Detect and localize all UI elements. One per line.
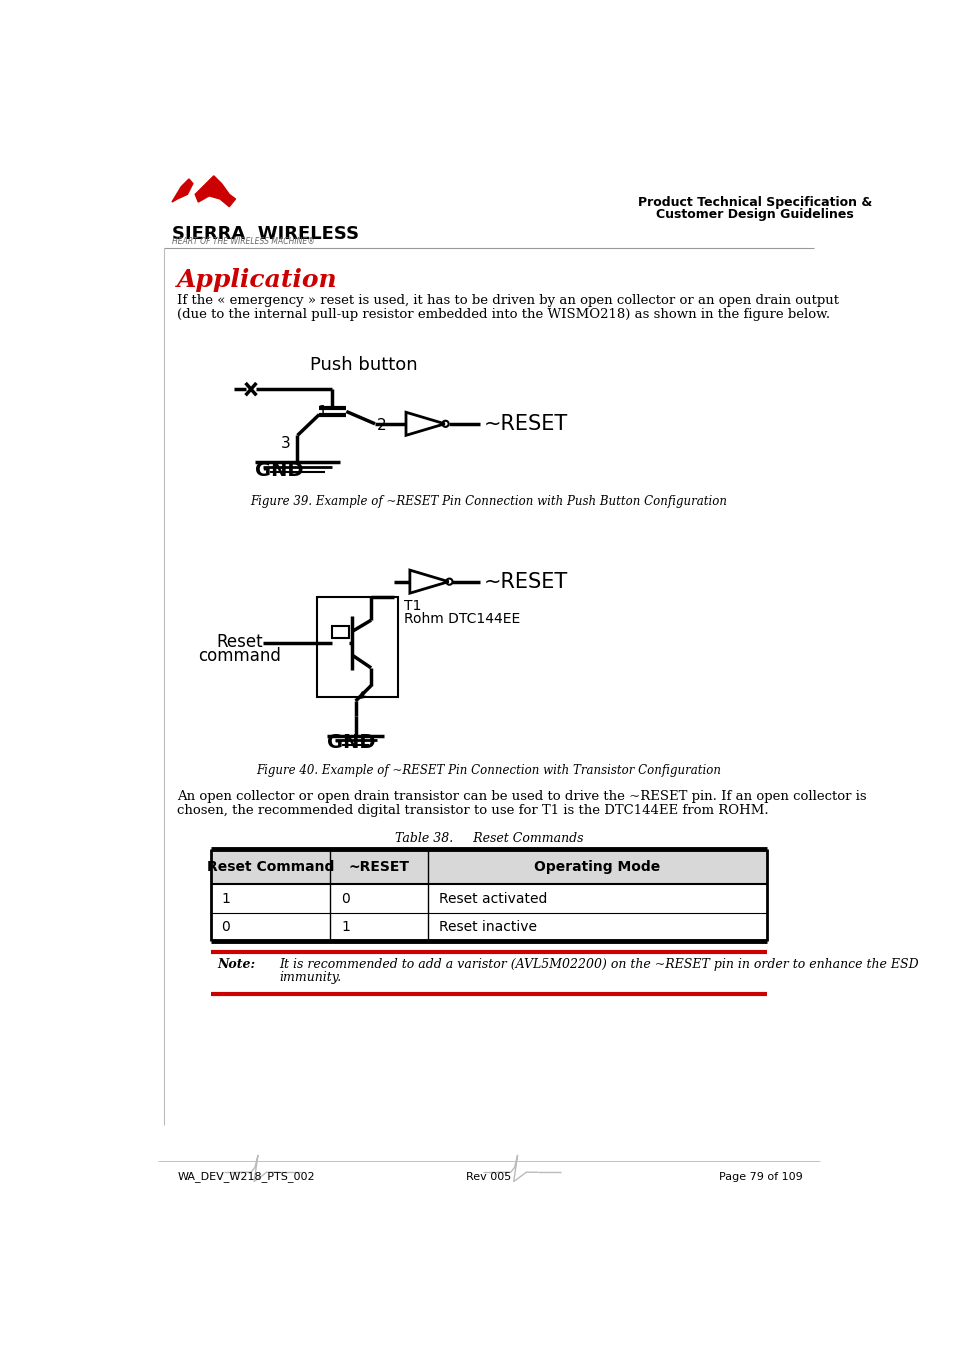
Text: GND: GND bbox=[327, 733, 375, 752]
Text: 0: 0 bbox=[221, 919, 230, 934]
Text: Operating Mode: Operating Mode bbox=[534, 860, 659, 873]
Text: ~RESET: ~RESET bbox=[483, 414, 567, 433]
Text: If the « emergency » reset is used, it has to be driven by an open collector or : If the « emergency » reset is used, it h… bbox=[177, 294, 839, 308]
Bar bbox=[211, 849, 766, 884]
Text: SIERRA  WIRELESS: SIERRA WIRELESS bbox=[172, 225, 358, 243]
Text: 1: 1 bbox=[341, 919, 350, 934]
Text: Reset: Reset bbox=[215, 633, 262, 651]
Text: GND: GND bbox=[254, 460, 303, 479]
Text: 3: 3 bbox=[281, 436, 291, 451]
Text: Product Technical Specification &: Product Technical Specification & bbox=[637, 196, 871, 208]
Text: ~RESET: ~RESET bbox=[348, 860, 409, 873]
Text: 1: 1 bbox=[221, 891, 231, 906]
Text: ~RESET: ~RESET bbox=[483, 571, 567, 591]
Text: Push button: Push button bbox=[309, 356, 416, 374]
Text: Rohm DTC144EE: Rohm DTC144EE bbox=[404, 612, 520, 625]
Text: 2: 2 bbox=[376, 417, 386, 432]
Text: Application: Application bbox=[177, 269, 337, 292]
Text: Reset Command: Reset Command bbox=[207, 860, 334, 873]
Text: 1: 1 bbox=[317, 405, 327, 420]
Text: command: command bbox=[197, 647, 280, 666]
Text: (due to the internal pull-up resistor embedded into the WISMO218) as shown in th: (due to the internal pull-up resistor em… bbox=[177, 308, 830, 321]
Text: Reset inactive: Reset inactive bbox=[438, 919, 536, 934]
Text: Rev 005: Rev 005 bbox=[466, 1172, 511, 1181]
Text: 0: 0 bbox=[341, 891, 350, 906]
Text: chosen, the recommended digital transistor to use for T1 is the DTC144EE from RO: chosen, the recommended digital transist… bbox=[177, 805, 768, 817]
Text: An open collector or open drain transistor can be used to drive the ~RESET pin. : An open collector or open drain transist… bbox=[177, 790, 866, 803]
Polygon shape bbox=[172, 180, 193, 202]
Bar bbox=[332, 625, 349, 637]
Text: WA_DEV_W218_PTS_002: WA_DEV_W218_PTS_002 bbox=[177, 1172, 314, 1183]
Polygon shape bbox=[195, 176, 235, 207]
Text: Table 38.     Reset Commands: Table 38. Reset Commands bbox=[395, 832, 582, 845]
Text: Reset activated: Reset activated bbox=[438, 891, 546, 906]
Text: Customer Design Guidelines: Customer Design Guidelines bbox=[655, 208, 853, 221]
Text: HEART OF THE WIRELESS MACHINE®: HEART OF THE WIRELESS MACHINE® bbox=[172, 238, 314, 247]
Text: Figure 39. Example of ~RESET Pin Connection with Push Button Configuration: Figure 39. Example of ~RESET Pin Connect… bbox=[250, 494, 726, 508]
Text: Figure 40. Example of ~RESET Pin Connection with Transistor Configuration: Figure 40. Example of ~RESET Pin Connect… bbox=[256, 764, 720, 778]
Text: T1: T1 bbox=[404, 599, 421, 613]
Bar bbox=[316, 597, 397, 697]
Text: Page 79 of 109: Page 79 of 109 bbox=[719, 1172, 802, 1181]
Text: immunity.: immunity. bbox=[278, 971, 341, 984]
Text: Note:: Note: bbox=[216, 958, 254, 971]
Text: It is recommended to add a varistor (AVL5M02200) on the ~RESET pin in order to e: It is recommended to add a varistor (AVL… bbox=[278, 958, 918, 971]
